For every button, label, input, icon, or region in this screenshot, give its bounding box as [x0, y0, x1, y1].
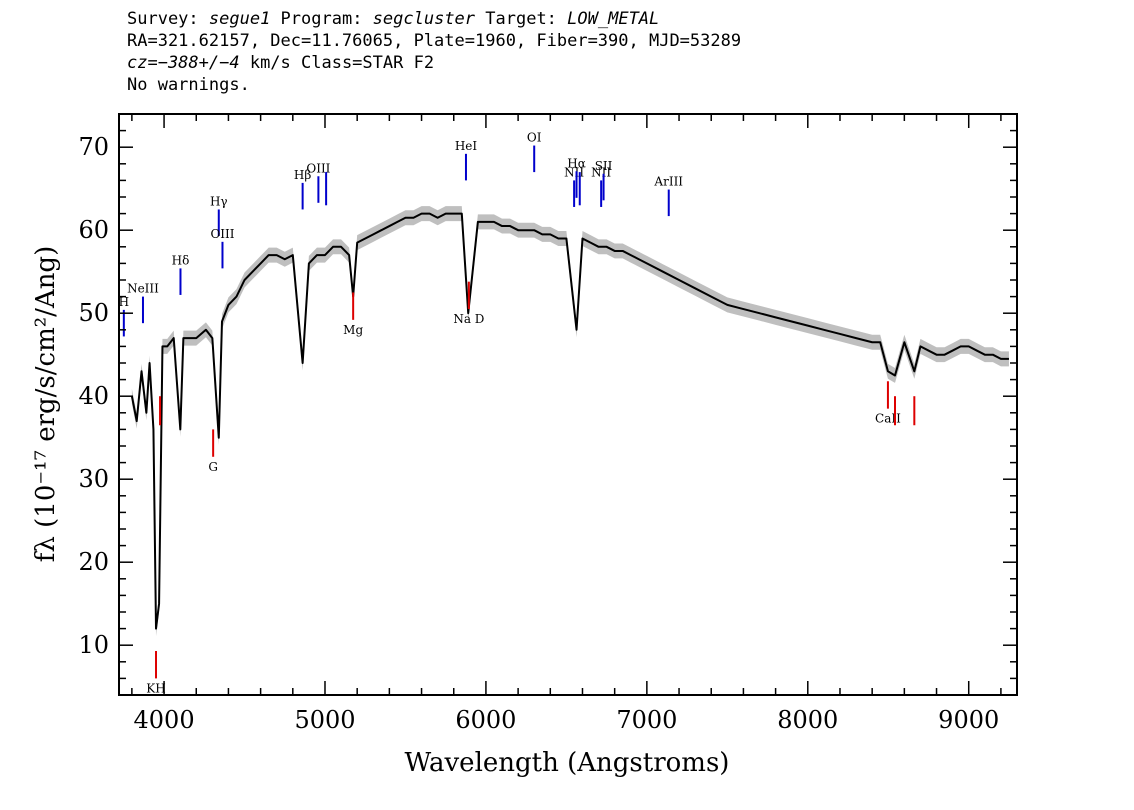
- x-tick-label: 4000: [134, 706, 195, 734]
- class-text: km/s Class=STAR F2: [239, 53, 435, 73]
- emission-line-label: OI: [527, 131, 542, 145]
- absorption-line-label: Na D: [453, 312, 484, 326]
- emission-line-label: SII: [595, 159, 613, 173]
- y-axis-ticks: 10 20 30 40 50 60 70: [78, 113, 1017, 680]
- program-value: segcluster: [372, 9, 476, 29]
- absorption-line-label: KH: [146, 681, 165, 695]
- header-line-warnings: No warnings.: [127, 75, 250, 95]
- emission-line-label: ArIII: [653, 175, 683, 189]
- x-tick-label: 6000: [455, 706, 516, 734]
- y-axis-title: fλ (10⁻¹⁷ erg/s/cm²/Ang): [31, 246, 61, 562]
- y-tick-label: 60: [78, 216, 109, 244]
- survey-label: Survey:: [127, 9, 209, 29]
- spectrum-line: [130, 212, 1009, 630]
- y-tick-label: 20: [78, 548, 109, 576]
- emission-line-label: OIII: [210, 227, 234, 241]
- emission-line-label: NII: [591, 165, 611, 179]
- x-tick-label: 7000: [616, 706, 677, 734]
- header-line-coordinates: RA=321.62157, Dec=11.76065, Plate=1960, …: [127, 31, 742, 51]
- plot-frame: [118, 113, 1018, 696]
- header-line-redshift: cz=−388+/−4 km/s Class=STAR F2: [127, 52, 741, 74]
- y-tick-label: 40: [78, 382, 109, 410]
- emission-line-label: Hα: [567, 156, 586, 170]
- absorption-line-label: G: [208, 460, 218, 474]
- absorption-line-markers: KH G Mg Na D CaII: [146, 281, 916, 695]
- emission-line-label: Hδ: [172, 253, 190, 267]
- y-tick-label: 70: [78, 133, 109, 161]
- absorption-line-label: Mg: [343, 323, 363, 337]
- emission-line-label: HeI: [455, 139, 478, 153]
- emission-line-label: OIII: [306, 161, 330, 175]
- target-label: Target:: [475, 9, 568, 29]
- error-band-area: [131, 206, 1009, 637]
- redshift-value: cz=−388+/−4: [127, 53, 240, 73]
- emission-line-markers: HNeIIIHδHγOIIIHβOIIIHeIOINIIHαNIISIIArII…: [119, 131, 683, 337]
- program-label: Program:: [270, 9, 373, 29]
- y-tick-label: 10: [78, 631, 109, 659]
- x-tick-label: 5000: [294, 706, 355, 734]
- header-line-survey: Survey: segue1 Program: segcluster Targe…: [127, 8, 741, 30]
- emission-line-label: Hβ: [294, 168, 311, 182]
- x-tick-label: 8000: [777, 706, 838, 734]
- x-tick-label: 9000: [938, 706, 999, 734]
- error-band: [131, 206, 1009, 637]
- spectrum-header: Survey: segue1 Program: segcluster Targe…: [127, 8, 741, 96]
- x-axis-ticks: 4000 5000 6000 7000 8000 9000: [131, 114, 1002, 734]
- emission-line-label: H: [119, 295, 129, 309]
- y-tick-label: 30: [78, 465, 109, 493]
- emission-line-label: Hγ: [210, 194, 228, 208]
- spectrum-series: [130, 212, 1009, 630]
- survey-value: segue1: [208, 9, 271, 29]
- x-axis-title: Wavelength (Angstroms): [405, 748, 730, 778]
- absorption-line-label: CaII: [875, 412, 901, 426]
- emission-line-label: NeIII: [127, 282, 159, 296]
- y-tick-label: 50: [78, 299, 109, 327]
- target-value: LOW_METAL: [567, 9, 660, 29]
